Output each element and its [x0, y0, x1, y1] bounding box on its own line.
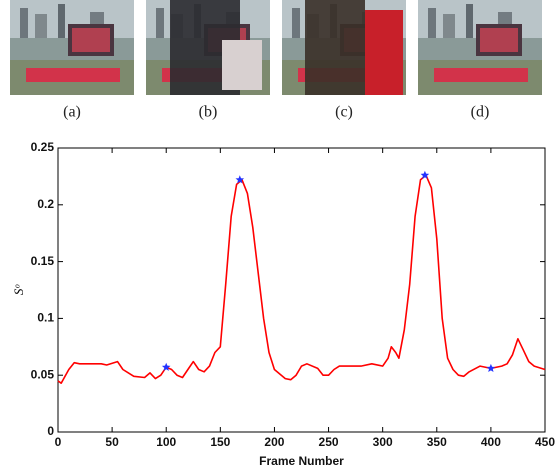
y-tick-label: 0 — [47, 424, 54, 438]
panel-b — [146, 0, 270, 95]
x-tick-label: 50 — [105, 435, 119, 449]
x-tick-label: 0 — [55, 435, 62, 449]
x-axis-label: Frame Number — [259, 454, 344, 468]
panel-d — [418, 0, 542, 95]
marker — [161, 362, 171, 371]
x-tick-label: 150 — [210, 435, 230, 449]
x-tick-label: 300 — [373, 435, 393, 449]
panel-c — [282, 0, 406, 95]
marker — [420, 170, 430, 179]
x-tick-label: 350 — [427, 435, 447, 449]
panel-caption: (d) — [471, 104, 490, 121]
y-tick-label: 0.15 — [31, 254, 55, 268]
marker — [235, 175, 245, 184]
y-axis-label: Sᵒ — [11, 284, 26, 296]
y-tick-label: 0.1 — [37, 311, 54, 325]
plot-frame — [57, 147, 546, 433]
x-tick-label: 200 — [264, 435, 284, 449]
panel-caption: (b) — [199, 104, 218, 121]
x-tick-label: 250 — [319, 435, 339, 449]
x-tick-label: 100 — [156, 435, 176, 449]
x-tick-label: 400 — [481, 435, 501, 449]
line — [57, 174, 546, 384]
marker — [486, 363, 496, 372]
y-tick-label: 0.25 — [31, 140, 55, 154]
y-tick-label: 0.2 — [37, 197, 54, 211]
panel-a — [10, 0, 134, 95]
x-tick-label: 450 — [535, 435, 555, 449]
y-tick-label: 0.05 — [31, 367, 55, 381]
panel-caption: (a) — [63, 104, 81, 121]
panel-caption: (c) — [335, 104, 353, 121]
